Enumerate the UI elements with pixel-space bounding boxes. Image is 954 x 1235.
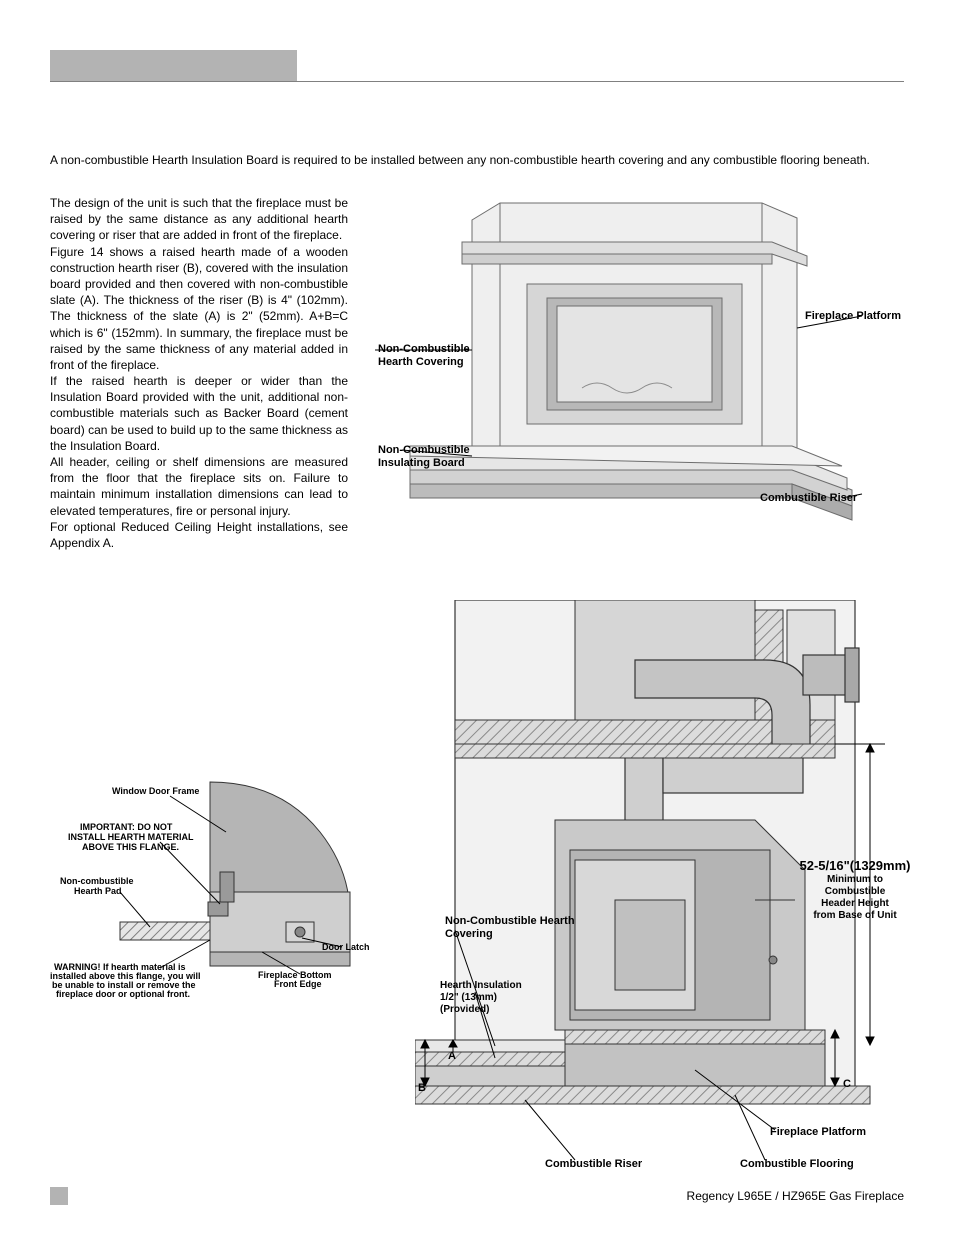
- fig2-nc-covering-label: Non-Combustible Hearth Covering: [445, 915, 575, 941]
- intro-paragraph: A non-combustible Hearth Insulation Boar…: [50, 152, 904, 168]
- fig2-flooring-label: Combustible Flooring: [740, 1158, 900, 1171]
- fig2-C-label: C: [843, 1078, 851, 1091]
- fig3-warn-l4: fireplace door or optional front.: [56, 989, 190, 999]
- fig2-header-dim: 52-5/16"(1329mm): [795, 858, 915, 874]
- fig2-header-l2: Combustible: [795, 886, 915, 898]
- fig2-header-height-label: 52-5/16"(1329mm) Minimum to Combustible …: [795, 858, 915, 922]
- fig1-covering-label: Non-Combustible Hearth Covering: [378, 343, 498, 368]
- p5: For optional Reduced Ceiling Height inst…: [50, 519, 348, 551]
- fig2-platform-label: Fireplace Platform: [770, 1126, 930, 1139]
- fig3-important-l3: ABOVE THIS FLANGE.: [82, 842, 179, 852]
- fig3-important-l2: INSTALL HEARTH MATERIAL: [68, 832, 194, 842]
- fig3-door-latch: Door Latch: [322, 942, 370, 952]
- p3: If the raised hearth is deeper or wider …: [50, 373, 348, 454]
- p4: All header, ceiling or shelf dimensions …: [50, 454, 348, 519]
- fig2-header-l1: Minimum to: [795, 874, 915, 886]
- fig2-header-l4: from Base of Unit: [795, 910, 915, 922]
- fig1-insulating-label: Non-Combustible Insulating Board: [378, 444, 498, 469]
- fig3-pad-l1: Non-combustible: [60, 876, 134, 886]
- fig2-hearth-ins-l3: (Provided): [440, 1004, 580, 1016]
- p2: Figure 14 shows a raised hearth made of …: [50, 244, 348, 374]
- fig2-B-label: B: [418, 1082, 426, 1095]
- fig2-comb-riser-label: Combustible Riser: [545, 1158, 685, 1171]
- fig2-hearth-ins-l2: 1/2" (13mm): [440, 992, 580, 1004]
- body-text: The design of the unit is such that the …: [50, 195, 348, 551]
- p1: The design of the unit is such that the …: [50, 195, 348, 244]
- fig1-riser-label: Combustible Riser: [760, 492, 900, 505]
- fig2-A-label: A: [448, 1050, 456, 1063]
- footer-text: Regency L965E / HZ965E Gas Fireplace: [687, 1189, 904, 1203]
- fig3-important-l1: IMPORTANT: DO NOT: [80, 822, 173, 832]
- header-bar: [50, 50, 297, 82]
- page-marker: [50, 1187, 68, 1205]
- fig2-hearth-ins-label: Hearth Insulation 1/2" (13mm) (Provided): [440, 980, 580, 1016]
- figure-3: Window Door Frame IMPORTANT: DO NOT INST…: [50, 772, 380, 1012]
- fig3-bottom-l2: Front Edge: [274, 979, 322, 989]
- fig2-hearth-ins-l1: Hearth Insulation: [440, 980, 580, 992]
- fig1-platform-label: Fireplace Platform: [805, 310, 925, 323]
- fig3-window-frame-text: Window Door Frame: [112, 786, 199, 796]
- fig2-header-l3: Header Height: [795, 898, 915, 910]
- header-rule: [50, 81, 904, 82]
- fig3-pad-l2: Hearth Pad: [74, 886, 122, 896]
